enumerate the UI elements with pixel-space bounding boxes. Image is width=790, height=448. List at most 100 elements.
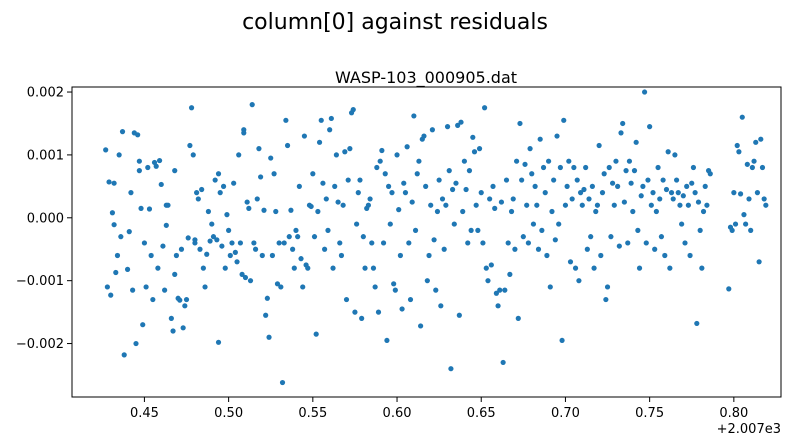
scatter-point bbox=[450, 186, 456, 193]
scatter-point bbox=[399, 306, 405, 312]
scatter-point bbox=[148, 252, 154, 259]
scatter-point bbox=[439, 196, 446, 202]
scatter-point bbox=[746, 196, 752, 202]
scatter-point bbox=[456, 312, 462, 318]
scatter-point bbox=[258, 174, 264, 180]
scatter-point bbox=[687, 252, 693, 259]
scatter-point bbox=[313, 331, 319, 337]
scatter-point bbox=[227, 252, 233, 259]
scatter-point bbox=[695, 199, 702, 205]
axes-frame bbox=[71, 86, 782, 398]
scatter-point bbox=[278, 284, 284, 290]
scatter-point bbox=[187, 142, 193, 149]
scatter-point bbox=[397, 252, 403, 259]
scatter-point bbox=[141, 240, 148, 246]
scatter-point bbox=[133, 340, 139, 347]
scatter-point bbox=[576, 278, 582, 284]
scatter-point bbox=[510, 196, 516, 202]
scatter-point bbox=[150, 296, 156, 303]
scatter-point bbox=[539, 227, 545, 233]
scatter-point bbox=[416, 158, 422, 164]
scatter-point bbox=[343, 296, 350, 303]
scatter-point bbox=[485, 278, 491, 284]
scatter-point bbox=[170, 328, 176, 334]
scatter-point bbox=[434, 208, 441, 215]
scatter-point bbox=[404, 144, 410, 150]
scatter-point bbox=[490, 183, 496, 189]
scatter-point bbox=[636, 265, 643, 271]
scatter-point bbox=[540, 164, 547, 171]
scatter-point bbox=[143, 284, 149, 290]
scatter-point bbox=[264, 295, 270, 301]
scatter-point bbox=[630, 208, 636, 215]
scatter-point bbox=[335, 199, 341, 205]
scatter-point bbox=[591, 265, 597, 271]
scatter-point bbox=[673, 177, 680, 183]
scatter-point bbox=[214, 237, 220, 243]
scatter-point bbox=[608, 234, 614, 240]
scatter-point bbox=[429, 127, 435, 133]
scatter-point bbox=[296, 183, 302, 189]
scatter-point bbox=[645, 177, 651, 183]
scatter-point bbox=[224, 212, 230, 218]
scatter-point bbox=[620, 120, 626, 127]
scatter-point bbox=[298, 256, 304, 262]
scatter-point bbox=[726, 286, 732, 292]
scatter-point bbox=[549, 208, 555, 215]
scatter-point bbox=[418, 323, 424, 329]
scatter-point bbox=[158, 181, 164, 188]
scatter-point bbox=[234, 259, 240, 265]
y-tick-label: 0.001 bbox=[27, 148, 64, 163]
scatter-point bbox=[502, 287, 508, 293]
scatter-point bbox=[557, 164, 563, 171]
scatter-point bbox=[561, 117, 567, 123]
scatter-point bbox=[756, 259, 762, 265]
scatter-point bbox=[692, 190, 698, 196]
scatter-point bbox=[194, 190, 200, 196]
scatter-point bbox=[108, 292, 114, 298]
scatter-point bbox=[391, 281, 397, 287]
scatter-point bbox=[748, 227, 754, 233]
scatter-point bbox=[736, 149, 742, 155]
scatter-point bbox=[650, 190, 656, 196]
scatter-point bbox=[354, 221, 360, 227]
scatter-point bbox=[559, 337, 565, 344]
scatter-point bbox=[542, 190, 548, 196]
scatter-point bbox=[534, 202, 540, 208]
figure-suptitle: column[0] against residuals bbox=[242, 10, 548, 35]
scatter-point bbox=[463, 186, 469, 193]
scatter-point bbox=[188, 105, 195, 111]
scatter-point bbox=[300, 284, 306, 290]
scatter-point bbox=[599, 190, 606, 196]
scatter-point bbox=[370, 265, 377, 271]
scatter-point bbox=[662, 252, 668, 259]
scatter-point bbox=[155, 265, 161, 271]
scatter-point bbox=[460, 208, 466, 215]
scatter-point bbox=[618, 130, 624, 136]
scatter-point bbox=[384, 337, 390, 344]
scatter-point bbox=[586, 196, 592, 202]
scatter-point bbox=[362, 265, 368, 271]
scatter-point bbox=[104, 284, 110, 290]
scatter-point bbox=[291, 265, 297, 271]
scatter-point bbox=[199, 186, 205, 193]
scatter-point bbox=[126, 229, 132, 235]
scatter-point bbox=[535, 246, 542, 252]
scatter-point bbox=[455, 122, 461, 128]
scatter-point bbox=[386, 183, 392, 189]
scatter-point bbox=[146, 206, 153, 212]
scatter-point bbox=[111, 180, 117, 186]
scatter-point bbox=[380, 240, 387, 246]
scatter-point bbox=[453, 180, 459, 186]
scatter-point bbox=[340, 202, 346, 208]
scatter-point bbox=[739, 114, 745, 120]
scatter-point bbox=[195, 196, 201, 202]
scatter-point bbox=[412, 227, 419, 233]
scatter-point bbox=[530, 221, 537, 227]
scatter-point bbox=[168, 315, 174, 321]
scatter-point bbox=[670, 196, 676, 202]
scatter-point bbox=[305, 265, 311, 271]
scatter-point bbox=[446, 168, 452, 174]
scatter-point bbox=[551, 177, 557, 183]
